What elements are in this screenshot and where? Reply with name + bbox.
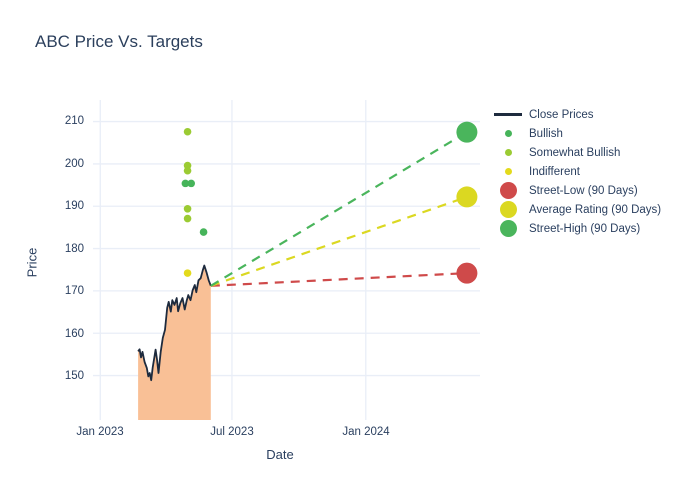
y-tick-170: 170 [64, 285, 84, 297]
y-tick-190: 190 [64, 200, 84, 212]
legend-label: Street-Low (90 Days) [529, 184, 638, 197]
analyst-rating-points[interactable] [181, 127, 208, 277]
legend-item-street-high[interactable]: Street-High (90 Days) [492, 219, 661, 238]
close-price-area-fill [138, 265, 211, 420]
legend-item-average-rating[interactable]: Average Rating (90 Days) [492, 200, 661, 219]
legend-label: Close Prices [529, 108, 594, 121]
legend-label: Street-High (90 Days) [529, 222, 641, 235]
y-tick-160: 160 [64, 327, 84, 340]
legend-label: Bullish [529, 127, 563, 140]
street-high-circle-icon [499, 220, 517, 237]
gridlines [93, 100, 480, 420]
legend-item-close-prices[interactable]: Close Prices [492, 105, 661, 124]
bullish-dot-icon [504, 130, 512, 137]
somewhat-bullish-dot-icon [504, 149, 512, 156]
street-low-circle-icon [499, 182, 517, 199]
chart-title: ABC Price Vs. Targets [35, 32, 203, 51]
legend-item-street-low[interactable]: Street-Low (90 Days) [492, 181, 661, 200]
legend-item-indifferent[interactable]: Indifferent [492, 162, 661, 181]
y-tick-200: 200 [64, 157, 84, 170]
indifferent-dot-icon [504, 168, 512, 175]
legend-label: Average Rating (90 Days) [529, 203, 662, 216]
legend-label: Somewhat Bullish [529, 146, 621, 159]
legend-item-bullish[interactable]: Bullish [492, 124, 661, 143]
x-tick-jan-2024: Jan 2024 [342, 426, 390, 438]
y-tick-210: 210 [64, 115, 84, 127]
y-tick-150: 150 [64, 370, 84, 382]
x-tick-jul-2023: Jul 2023 [210, 426, 254, 438]
target-projection-lines [210, 131, 468, 287]
target-markers[interactable] [456, 121, 478, 284]
legend-item-somewhat-bullish[interactable]: Somewhat Bullish [492, 143, 661, 162]
legend-label: Indifferent [529, 165, 580, 178]
close-price-line [137, 264, 212, 382]
close-prices-line-swatch [494, 113, 522, 116]
legend: Close Prices Bullish Somewhat Bullish In… [492, 105, 661, 238]
y-tick-180: 180 [64, 242, 84, 255]
x-axis-title: Date [266, 447, 294, 462]
x-tick-jan-2023: Jan 2023 [76, 426, 124, 438]
average-rating-circle-icon [499, 201, 517, 218]
